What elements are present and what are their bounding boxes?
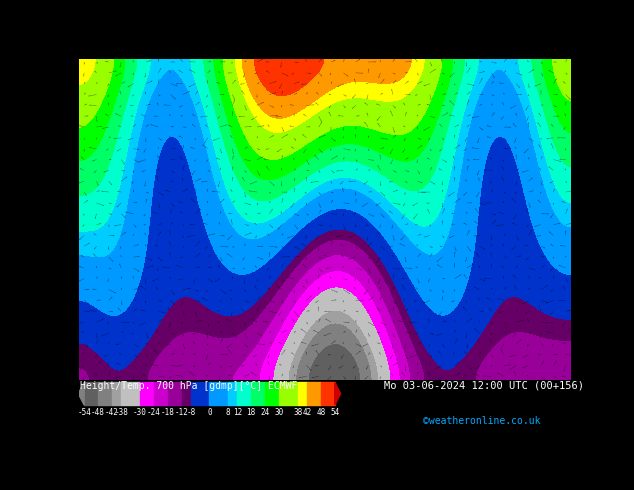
Text: 38: 38 [293, 408, 302, 417]
Text: -54: -54 [77, 408, 91, 417]
Polygon shape [335, 382, 340, 405]
Bar [307, 382, 321, 405]
Bar [297, 382, 307, 405]
Bar [279, 382, 297, 405]
Text: Mo 03-06-2024 12:00 UTC (00+156): Mo 03-06-2024 12:00 UTC (00+156) [384, 381, 584, 391]
Text: 12: 12 [233, 408, 242, 417]
Bar [265, 382, 279, 405]
Bar [140, 382, 154, 405]
Text: -38: -38 [114, 408, 128, 417]
Text: 54: 54 [330, 408, 339, 417]
Bar [112, 382, 121, 405]
Text: 24: 24 [261, 408, 270, 417]
Text: -48: -48 [91, 408, 105, 417]
Text: -42: -42 [105, 408, 119, 417]
Text: 18: 18 [247, 408, 256, 417]
Text: 48: 48 [316, 408, 325, 417]
Text: -18: -18 [161, 408, 174, 417]
Text: 42: 42 [302, 408, 311, 417]
Bar [167, 382, 181, 405]
Text: 30: 30 [275, 408, 283, 417]
Bar [209, 382, 228, 405]
Text: -30: -30 [133, 408, 147, 417]
Text: Height/Temp. 700 hPa [gdmp][°C] ECMWF: Height/Temp. 700 hPa [gdmp][°C] ECMWF [80, 381, 297, 391]
Text: 8: 8 [226, 408, 230, 417]
Bar [181, 382, 191, 405]
Text: -8: -8 [186, 408, 195, 417]
Text: -24: -24 [147, 408, 160, 417]
Bar [154, 382, 167, 405]
Bar [228, 382, 237, 405]
Bar [237, 382, 251, 405]
Text: ©weatheronline.co.uk: ©weatheronline.co.uk [424, 416, 541, 426]
Bar [84, 382, 98, 405]
Polygon shape [78, 382, 84, 405]
Text: -12: -12 [175, 408, 188, 417]
Bar [98, 382, 112, 405]
Bar [251, 382, 265, 405]
Bar [321, 382, 335, 405]
Text: 0: 0 [207, 408, 212, 417]
Bar [121, 382, 140, 405]
Bar [191, 382, 209, 405]
